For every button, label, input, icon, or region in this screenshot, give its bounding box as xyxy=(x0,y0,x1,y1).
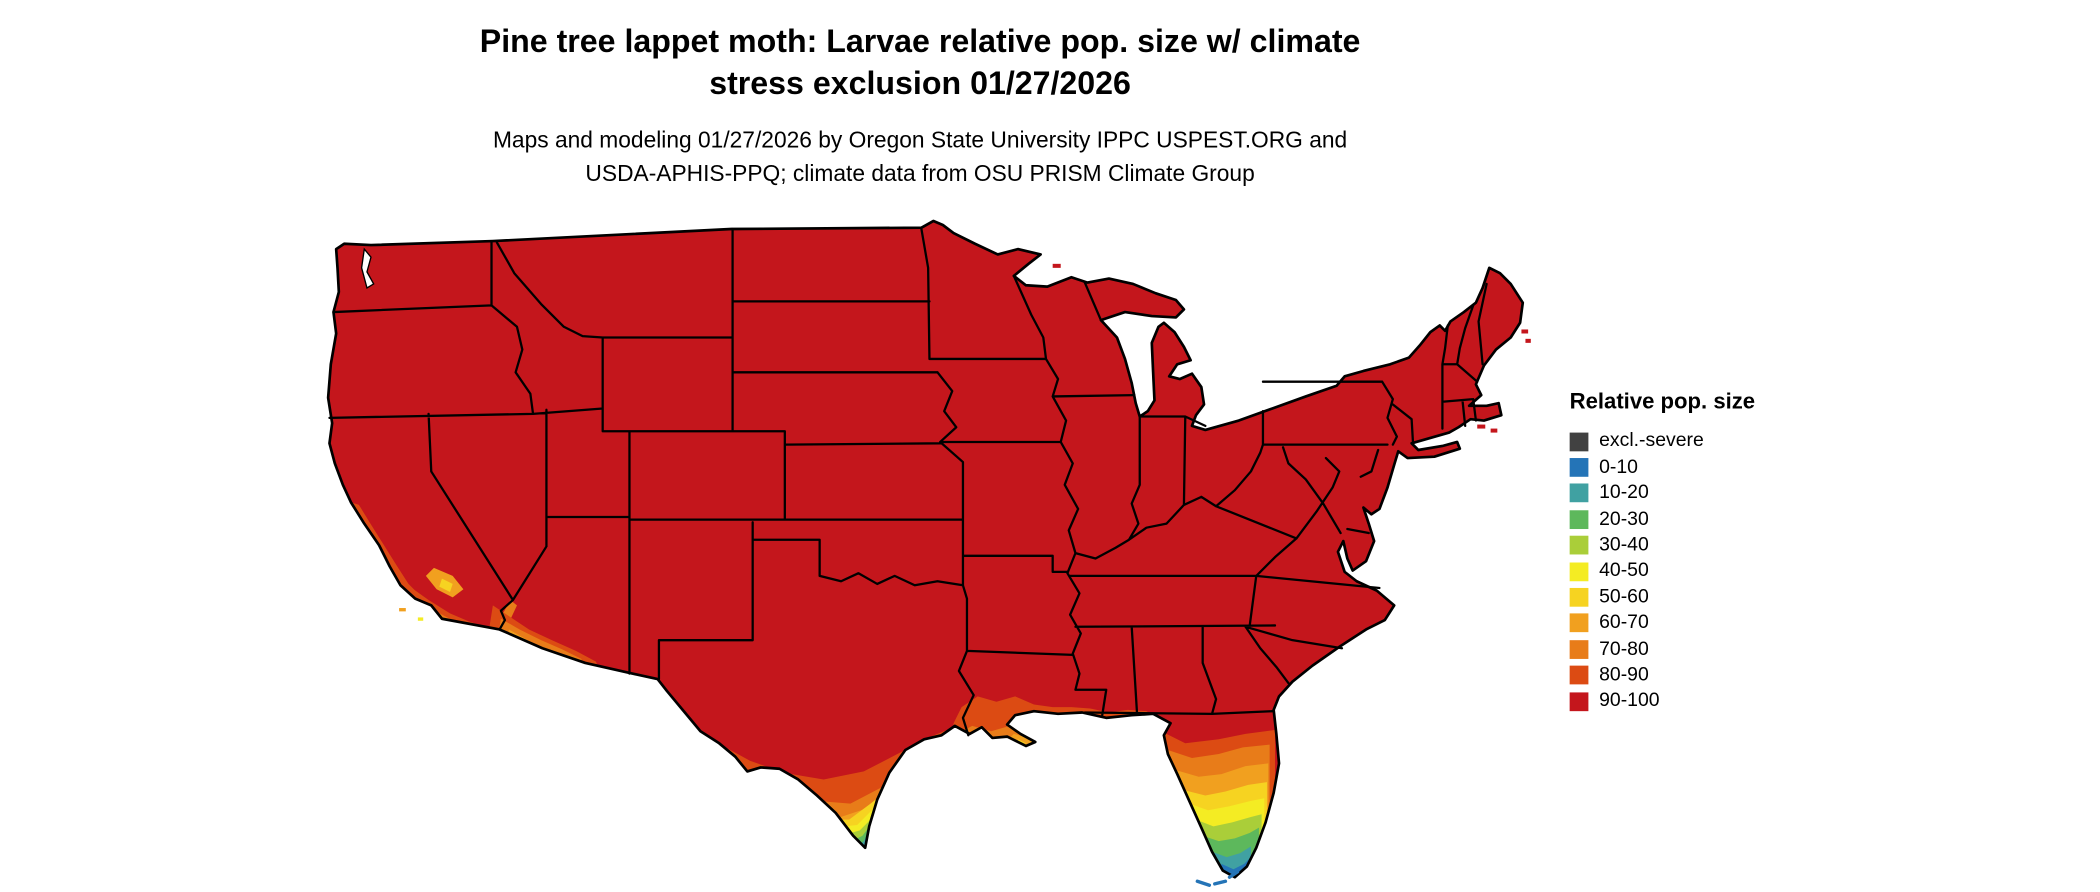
legend-label: 20-30 xyxy=(1599,508,1649,530)
puget-sound xyxy=(360,247,375,289)
legend-row: excl.-severe xyxy=(1569,429,1755,455)
region-la-delta-60-70 xyxy=(1008,733,1036,746)
channel-island-2 xyxy=(417,617,424,621)
legend-swatch xyxy=(1569,691,1589,711)
region-tx-30-40 xyxy=(822,819,871,878)
legend-row: 10-20 xyxy=(1569,481,1755,507)
legend-title: Relative pop. size xyxy=(1569,389,1756,414)
legend-swatch xyxy=(1569,432,1589,451)
legend-row: 50-60 xyxy=(1569,584,1755,610)
legend-label: 90-100 xyxy=(1599,690,1660,712)
legend-row: 80-90 xyxy=(1569,662,1755,688)
legend-label: 10-20 xyxy=(1599,482,1649,504)
maine-island-2 xyxy=(1525,338,1531,343)
florida-keys xyxy=(1195,870,1240,887)
region-ca-coast-strip xyxy=(350,502,442,619)
maine-island-1 xyxy=(1521,329,1529,334)
map-title-line2: stress exclusion 01/27/2026 xyxy=(709,65,1131,102)
legend-label: 70-80 xyxy=(1599,638,1649,660)
nantucket-island xyxy=(1490,428,1498,433)
legend-swatch xyxy=(1569,562,1589,581)
legend-label: 50-60 xyxy=(1599,586,1649,608)
state-borders xyxy=(328,227,1488,737)
legend-label: 30-40 xyxy=(1599,534,1649,556)
map-title: Pine tree lappet moth: Larvae relative p… xyxy=(0,21,1840,104)
legend-row: 90-100 xyxy=(1569,688,1755,714)
legend-row: 70-80 xyxy=(1569,636,1755,662)
legend-swatch xyxy=(1569,587,1589,607)
legend-swatch xyxy=(1569,510,1589,529)
map-subtitle: Maps and modeling 01/27/2026 by Oregon S… xyxy=(0,123,1840,190)
legend-entries: excl.-severe 0-10 10-20 20-30 30-40 40-5… xyxy=(1569,429,1755,715)
legend-row: 20-30 xyxy=(1569,506,1755,532)
us-choropleth-map xyxy=(326,219,1531,887)
legend-swatch xyxy=(1569,484,1589,503)
region-tx-10-20 xyxy=(843,831,868,878)
region-socal-yellow-speck-3 xyxy=(409,604,417,611)
legend-swatch xyxy=(1569,665,1589,685)
map-subtitle-line2: USDA-APHIS-PPQ; climate data from OSU PR… xyxy=(585,160,1255,187)
legend-swatch xyxy=(1569,536,1589,555)
marthas-vineyard-island xyxy=(1477,424,1486,429)
legend-label: 80-90 xyxy=(1599,664,1649,686)
isle-royale-island xyxy=(1052,263,1061,268)
legend-row: 40-50 xyxy=(1569,558,1755,584)
map-legend: Relative pop. size excl.-severe 0-10 10-… xyxy=(1569,389,1756,715)
channel-island-1 xyxy=(399,608,406,612)
legend-swatch xyxy=(1569,458,1589,477)
legend-label: 60-70 xyxy=(1599,612,1649,634)
legend-swatch xyxy=(1569,639,1589,659)
legend-row: 30-40 xyxy=(1569,532,1755,558)
legend-label: 0-10 xyxy=(1599,456,1638,478)
legend-label: 40-50 xyxy=(1599,560,1649,582)
legend-swatch xyxy=(1569,613,1589,633)
legend-row: 0-10 xyxy=(1569,455,1755,481)
legend-row: 60-70 xyxy=(1569,610,1755,636)
region-central-valley-50-60 xyxy=(439,578,453,592)
map-subtitle-line1: Maps and modeling 01/27/2026 by Oregon S… xyxy=(492,127,1348,153)
legend-label: excl.-severe xyxy=(1599,430,1704,452)
map-title-line1: Pine tree lappet moth: Larvae relative p… xyxy=(479,24,1361,61)
region-socal-yellow-speck-1 xyxy=(428,617,437,625)
offshore-islands xyxy=(399,263,1531,621)
title-block: Pine tree lappet moth: Larvae relative p… xyxy=(0,21,1840,190)
region-socal-yellow-speck-2 xyxy=(447,624,456,631)
